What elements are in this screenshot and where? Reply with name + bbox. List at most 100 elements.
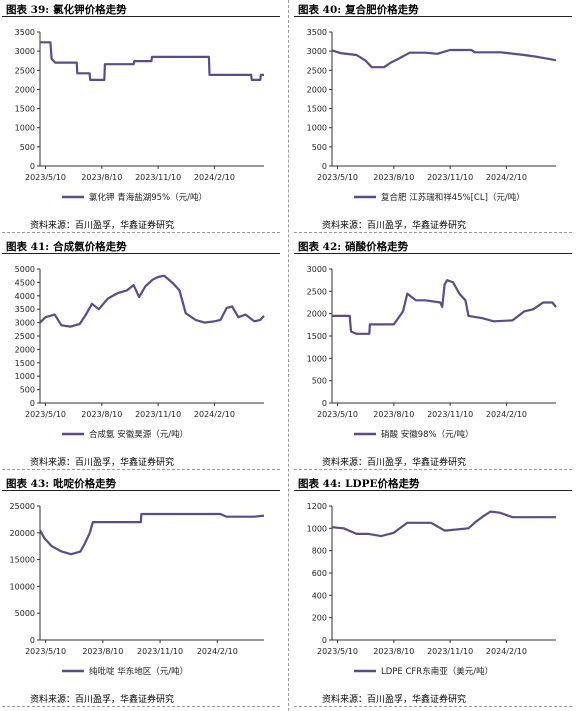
y-tick-label: 3500 — [15, 28, 35, 37]
x-tick-label: 2023/5/10 — [25, 410, 66, 419]
x-tick-label: 2024/2/10 — [486, 647, 527, 656]
y-tick-label: 10000 — [10, 582, 35, 591]
x-tick-label: 2023/11/10 — [427, 647, 473, 656]
x-tick-label: 2023/11/10 — [135, 410, 181, 419]
y-tick-label: 1000 — [307, 354, 327, 363]
y-tick-label: 4500 — [15, 278, 35, 287]
panel-fig42: 图表 42: 硝酸价格走势 0 500 1000 1500 2000 2500 3000 202… — [294, 237, 572, 474]
panel-fig41: 图表 41: 合成氨价格走势 0 500 1000 1500 2000 2500 3000 35… — [2, 237, 280, 474]
legend-label: 复合肥 江苏瑞和祥45%[CL]（元/吨） — [381, 192, 525, 203]
source-note: 资料来源：百川盈孚，华鑫证券研究 — [322, 458, 467, 468]
chart-fig40: 0 500 1000 1500 2000 2500 3000 3500 2023/5/10 202… — [307, 28, 557, 203]
y-tick-label: 1000 — [15, 372, 35, 381]
x-tick-label: 2024/2/10 — [194, 410, 235, 419]
y-tick-label: 1000 — [307, 524, 327, 533]
x-tick-label: 2023/5/10 — [25, 647, 66, 656]
x-tick-label: 2024/2/10 — [197, 647, 238, 656]
y-tick-label: 20000 — [10, 529, 35, 538]
chart-fig44: 0 200 400 600 800 1000 1200 2023/5/10 2023/8/10 2… — [307, 502, 556, 677]
x-tick-label: 2023/8/10 — [81, 173, 122, 182]
panel-fig39: 图表 39: 氯化钾价格走势 0 500 1000 1500 2000 2500 3000 35… — [2, 0, 280, 237]
y-tick-label: 1500 — [15, 359, 35, 368]
y-tick-label: 500 — [312, 377, 327, 386]
series-line — [331, 48, 557, 69]
y-tick-label: 1500 — [307, 332, 327, 341]
x-tick-label: 2024/2/10 — [486, 173, 527, 182]
chart-title: 图表 44: LDPE价格走势 — [298, 478, 420, 490]
y-tick-label: 2000 — [15, 345, 35, 354]
y-tick-label: 5000 — [15, 609, 35, 618]
source-note: 资料来源：百川盈孚，华鑫证券研究 — [30, 695, 175, 705]
chart-fig41: 0 500 1000 1500 2000 2500 3000 3500 4000 4500 5000… — [15, 265, 265, 440]
x-tick-label: 2023/5/10 — [317, 410, 358, 419]
source-note: 资料来源：百川盈孚，华鑫证券研究 — [322, 221, 467, 231]
legend-label: LDPE CFR东南亚（美元/吨） — [381, 666, 493, 677]
title-rule — [2, 490, 280, 491]
x-tick-label: 2024/2/10 — [194, 173, 235, 182]
y-tick-label: 0 — [322, 162, 327, 171]
y-tick-label: 25000 — [10, 502, 35, 511]
legend-label: 硝酸 安徽98%（元/吨） — [381, 429, 473, 440]
y-tick-label: 2500 — [307, 287, 327, 296]
chart-fig42: 0 500 1000 1500 2000 2500 3000 2023/5/10 2023/8/… — [307, 265, 557, 440]
x-tick-label: 2023/11/10 — [137, 647, 183, 656]
chart-fig43: 0 5000 10000 15000 20000 25000 2023/5/10 2023/8… — [10, 502, 265, 677]
bottom-rule — [294, 706, 572, 707]
y-tick-label: 3000 — [15, 319, 35, 328]
y-tick-label: 1000 — [307, 124, 327, 133]
y-tick-label: 2000 — [307, 85, 327, 94]
legend-label: 合成氨 安徽昊源（元/吨） — [89, 429, 188, 440]
y-tick-label: 2000 — [307, 310, 327, 319]
title-rule — [294, 16, 572, 17]
y-tick-label: 200 — [312, 614, 327, 623]
y-tick-label: 0 — [30, 162, 35, 171]
x-tick-label: 2023/11/10 — [427, 410, 473, 419]
panel-fig43: 图表 43: 吡啶价格走势 0 5000 10000 15000 20000 25000 20… — [2, 474, 280, 711]
series-line — [40, 41, 264, 82]
bottom-rule — [2, 469, 280, 470]
legend-label: 纯吡啶 华东地区（元/吨） — [89, 666, 188, 677]
y-tick-label: 3000 — [307, 265, 327, 274]
y-tick-label: 2500 — [15, 66, 35, 75]
source-note: 资料来源：百川盈孚，华鑫证券研究 — [322, 695, 467, 705]
y-tick-label: 0 — [322, 636, 327, 645]
y-tick-label: 3000 — [307, 47, 327, 56]
chart-fig39: 0 500 1000 1500 2000 2500 3000 3500 2023/5/10 202… — [15, 28, 264, 203]
chart-title: 图表 40: 复合肥价格走势 — [298, 4, 419, 16]
column-divider — [288, 0, 289, 711]
y-tick-label: 800 — [312, 547, 327, 556]
x-tick-label: 2024/2/10 — [486, 410, 527, 419]
bottom-rule — [2, 706, 280, 707]
x-tick-label: 2023/8/10 — [373, 173, 414, 182]
y-tick-label: 3000 — [15, 47, 35, 56]
x-tick-label: 2023/5/10 — [25, 173, 66, 182]
chart-title: 图表 41: 合成氨价格走势 — [6, 241, 127, 253]
title-rule — [2, 253, 280, 254]
panel-fig44: 图表 44: LDPE价格走势 0 200 400 600 800 1000 1200 2023… — [294, 474, 572, 711]
legend-label: 氯化钾 青海盐湖95%（元/吨） — [89, 192, 207, 203]
y-tick-label: 500 — [20, 386, 35, 395]
series-line — [331, 510, 556, 538]
y-tick-label: 600 — [312, 569, 327, 578]
y-tick-label: 400 — [312, 591, 327, 600]
x-tick-label: 2023/11/10 — [135, 173, 181, 182]
y-tick-label: 0 — [322, 399, 327, 408]
x-tick-label: 2023/5/10 — [317, 173, 358, 182]
bottom-rule — [294, 232, 572, 233]
series-line — [39, 512, 265, 556]
y-tick-label: 2000 — [15, 85, 35, 94]
title-rule — [2, 16, 280, 17]
y-tick-label: 1200 — [307, 502, 327, 511]
x-tick-label: 2023/8/10 — [373, 647, 414, 656]
y-tick-label: 500 — [20, 143, 35, 152]
x-tick-label: 2023/8/10 — [81, 410, 122, 419]
y-tick-label: 5000 — [15, 265, 35, 274]
series-line — [332, 279, 557, 335]
y-tick-label: 4000 — [15, 292, 35, 301]
y-tick-label: 1000 — [15, 124, 35, 133]
y-tick-label: 3500 — [15, 305, 35, 314]
source-note: 资料来源：百川盈孚，华鑫证券研究 — [30, 221, 175, 231]
y-tick-label: 15000 — [10, 556, 35, 565]
y-tick-label: 2500 — [15, 332, 35, 341]
panel-fig40: 图表 40: 复合肥价格走势 0 500 1000 1500 2000 2500 3000 35… — [294, 0, 572, 237]
